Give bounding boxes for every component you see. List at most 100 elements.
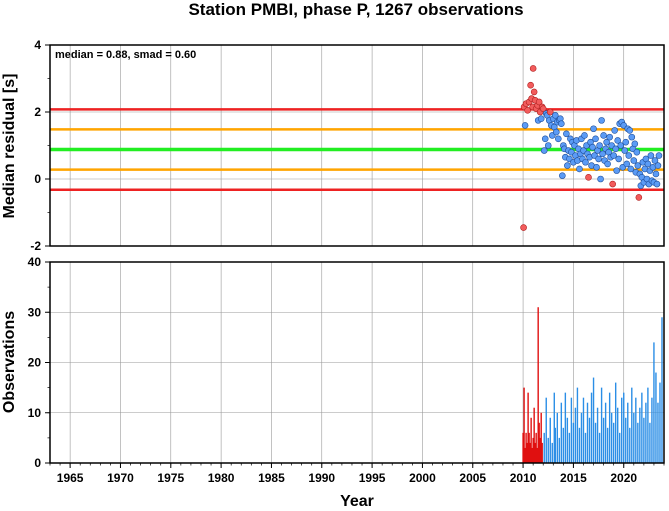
- observation-bar: [619, 432, 621, 463]
- residual-point: [633, 148, 641, 156]
- residual-point: [626, 127, 634, 134]
- observation-bar: [580, 412, 583, 463]
- observation-bar: [566, 417, 569, 463]
- observation-bar: [564, 392, 567, 463]
- residual-point: [537, 115, 545, 122]
- residual-point: [604, 160, 611, 168]
- outlier-bar: [533, 407, 535, 463]
- residual-point: [552, 128, 560, 136]
- median-smad-annotation: median = 0.88, smad = 0.60: [55, 49, 196, 61]
- observation-bar: [639, 407, 641, 463]
- outlier-bar: [532, 437, 534, 463]
- observations-bars: [522, 307, 663, 463]
- residual-point: [555, 135, 562, 143]
- observation-bar: [653, 342, 655, 463]
- residual-y-axis-label: Median residual [s]: [1, 74, 18, 219]
- x-tick-label: 2010: [510, 471, 537, 485]
- residual-point: [622, 138, 630, 146]
- observations-panel: 0 10 20 30 40 1965 1970 1975 1980 1985 1990 1995 20…: [1, 255, 665, 510]
- chart-title: Station PMBI, phase P, 1267 observations: [188, 0, 523, 19]
- observation-bar: [556, 412, 559, 463]
- residual-point: [621, 147, 629, 154]
- outlier-bar: [538, 422, 540, 463]
- observations-y-axis-label: Observations: [1, 311, 18, 413]
- observations-y-tick-label: 40: [28, 255, 42, 269]
- residual-point: [655, 152, 663, 159]
- outlier-bar: [525, 432, 527, 463]
- residual-point: [610, 152, 617, 159]
- residual-point: [615, 155, 623, 163]
- x-tick-label: 2005: [459, 471, 486, 485]
- residual-points: [520, 65, 663, 231]
- observation-bar: [578, 427, 581, 463]
- observations-y-tick-label: 0: [34, 456, 41, 470]
- x-tick-label: 1990: [308, 471, 335, 485]
- observation-bar: [647, 387, 649, 463]
- observation-bar: [659, 382, 661, 463]
- residual-point: [630, 157, 638, 164]
- x-tick-label: 1975: [157, 471, 184, 485]
- residual-point: [606, 133, 613, 141]
- observation-bar: [586, 402, 589, 463]
- observation-bar: [655, 372, 657, 463]
- residual-point: [611, 127, 618, 134]
- outlier-point: [535, 98, 543, 106]
- residual-point: [647, 152, 655, 159]
- observation-bar: [584, 432, 587, 463]
- residual-point: [540, 147, 548, 154]
- residual-point: [617, 142, 625, 149]
- observations-y-tick-label: 20: [28, 356, 42, 370]
- observation-bar: [651, 397, 653, 463]
- observation-bar: [637, 422, 639, 463]
- observation-bar: [574, 407, 577, 463]
- observation-bar: [643, 417, 645, 463]
- outlier-point: [524, 107, 531, 114]
- residual-point: [599, 150, 606, 158]
- x-tick-label: 1980: [208, 471, 235, 485]
- outlier-bar: [534, 442, 536, 463]
- residual-point: [582, 158, 589, 166]
- outlier-point: [529, 65, 537, 72]
- residual-point: [595, 155, 602, 163]
- residual-point: [589, 143, 596, 151]
- x-tick-label: 2020: [610, 471, 637, 485]
- residual-point: [598, 117, 605, 124]
- observation-bar: [547, 437, 549, 463]
- observation-bar: [633, 412, 635, 463]
- observation-bar: [570, 397, 573, 463]
- residual-point: [652, 170, 660, 178]
- outlier-point: [585, 174, 592, 181]
- residual-point: [625, 152, 633, 159]
- observation-bar: [562, 427, 565, 463]
- observation-bar: [631, 387, 633, 463]
- outlier-point: [635, 194, 643, 201]
- outlier-point: [520, 224, 527, 231]
- outlier-point: [539, 105, 547, 112]
- residual-point: [613, 167, 620, 174]
- observation-bar: [545, 397, 547, 463]
- outlier-bar: [530, 417, 532, 463]
- observation-bar: [608, 392, 611, 463]
- residual-point: [623, 160, 631, 168]
- residual-point: [651, 157, 659, 164]
- observation-bar: [594, 422, 597, 463]
- residual-point: [653, 180, 661, 188]
- outlier-bar: [541, 442, 543, 463]
- observation-bar: [610, 412, 613, 463]
- residual-point: [627, 165, 635, 173]
- outlier-point: [546, 108, 554, 116]
- observation-bar: [568, 432, 571, 463]
- observation-bar: [549, 417, 551, 463]
- observation-bar: [614, 382, 617, 463]
- residual-point: [592, 135, 599, 143]
- observation-bar: [625, 417, 627, 463]
- residual-point: [612, 145, 619, 153]
- residual-point: [563, 130, 570, 138]
- x-tick-label: 1965: [57, 471, 84, 485]
- residual-point: [590, 125, 597, 133]
- observation-bar: [598, 432, 601, 463]
- year-x-ticks: 1965 1970 1975 1980 1985 1990 1995 2000 2005 2010…: [49, 463, 665, 485]
- residual-point: [597, 175, 604, 183]
- residual-point: [614, 137, 621, 144]
- x-tick-label: 2015: [560, 471, 587, 485]
